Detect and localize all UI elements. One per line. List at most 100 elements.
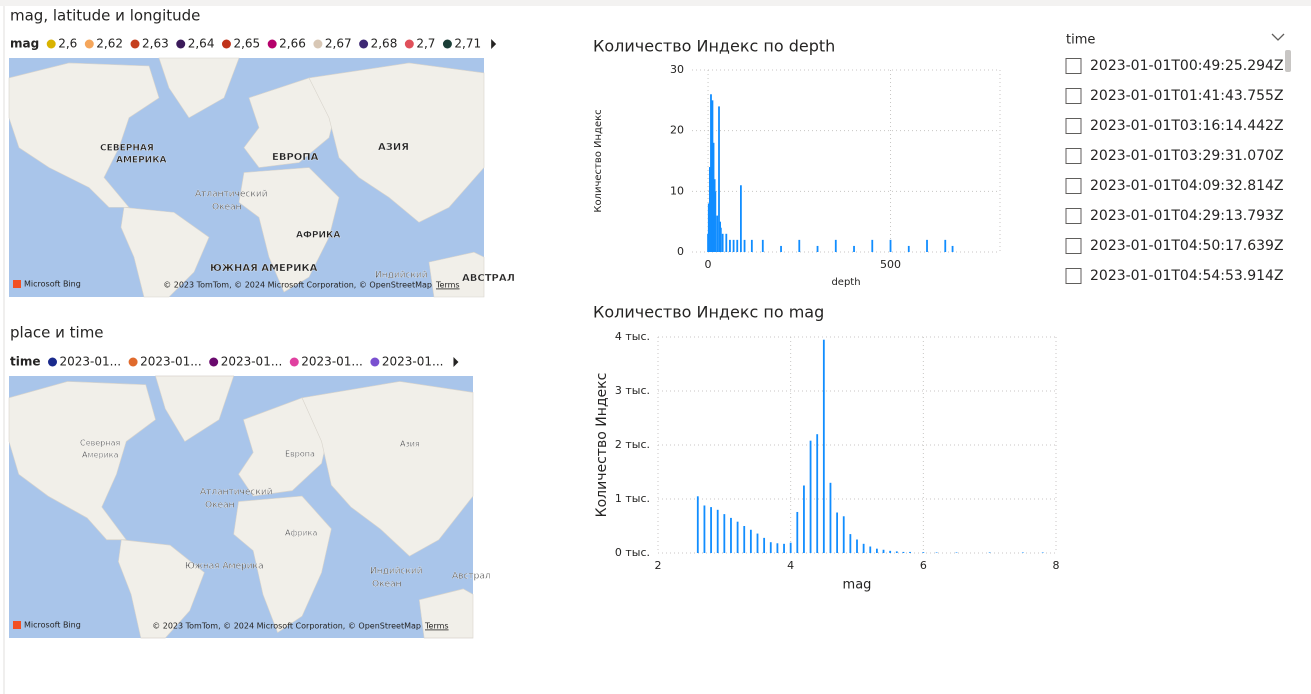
slicer-title: time	[1066, 33, 1095, 48]
slicer-checkbox[interactable]	[1065, 58, 1082, 74]
slicer-checkbox[interactable]	[1065, 88, 1082, 104]
legend-marker	[289, 357, 299, 367]
bar	[862, 543, 865, 553]
map-label: АФРИКА	[296, 231, 340, 241]
slicer-checkbox[interactable]	[1065, 178, 1082, 194]
map-attribution: © 2023 TomTom, © 2024 Microsoft Corporat…	[163, 281, 432, 290]
bar	[829, 482, 832, 553]
slicer-checkbox[interactable]	[1065, 268, 1082, 284]
bar	[743, 526, 746, 553]
map-label: Океан	[205, 501, 235, 511]
map-label: ЕВРОПА	[272, 152, 319, 163]
legend-label: 2,62	[96, 37, 123, 51]
legend-marker	[313, 39, 323, 49]
y-tick-label: 2 тыс.	[615, 438, 650, 451]
map-label: Азия	[400, 440, 420, 449]
map-label: Атлантический	[200, 488, 273, 498]
y-tick-label: 4 тыс.	[615, 330, 650, 343]
legend-marker	[209, 357, 219, 367]
top-strip	[0, 0, 1311, 6]
map-label: ЮЖНАЯ АМЕРИКА	[210, 263, 318, 274]
bar	[1041, 552, 1044, 553]
x-tick-label: 0	[705, 258, 712, 271]
slicer-checkbox[interactable]	[1065, 238, 1082, 254]
bar	[796, 511, 799, 553]
x-tick-label: 500	[880, 258, 901, 271]
bar	[712, 142, 715, 252]
map-title: mag, latitude и longitude	[10, 7, 200, 25]
legend-marker	[48, 357, 57, 367]
map-terms: Terms	[435, 281, 460, 290]
legend-scroll	[453, 357, 459, 367]
bar	[902, 551, 905, 553]
bar	[822, 339, 825, 553]
bar	[716, 509, 719, 553]
legend-title: time	[10, 355, 41, 369]
slicer-chevron	[1271, 33, 1285, 41]
bar	[882, 549, 885, 553]
slicer-item[interactable]: 2023-01-01T04:50:17.639Z	[1090, 238, 1284, 254]
bar	[749, 529, 752, 553]
bar	[853, 245, 855, 252]
legend-label: 2023-01...	[60, 355, 122, 369]
legend-title: mag	[10, 37, 39, 51]
bar	[776, 543, 779, 553]
map-label: Индийский	[370, 567, 423, 577]
legend-marker	[130, 39, 140, 49]
x-tick-label: 2	[655, 559, 662, 572]
x-axis-label: mag	[843, 578, 872, 593]
x-tick-label: 6	[920, 559, 927, 572]
bar	[729, 239, 731, 252]
y-axis-label: Количество Индекс	[594, 373, 610, 518]
slicer-item[interactable]: 2023-01-01T00:49:25.294Z	[1090, 58, 1284, 74]
bar	[740, 185, 742, 252]
bar	[714, 191, 717, 252]
map-label: Океан	[372, 580, 402, 590]
bar	[889, 239, 892, 252]
legend-label: 2,71	[454, 37, 481, 51]
y-tick-label: 10	[670, 184, 684, 197]
bar	[849, 534, 852, 553]
slicer-checkbox[interactable]	[1065, 208, 1082, 224]
map-label: Европа	[285, 450, 315, 459]
slicer-checkbox[interactable]	[1065, 148, 1082, 164]
map-label: АВСТРАЛ	[462, 273, 515, 284]
bar	[856, 539, 858, 553]
slicer-item[interactable]: 2023-01-01T01:41:43.755Z	[1090, 88, 1284, 104]
bar	[703, 505, 706, 553]
bar	[889, 550, 892, 553]
bar	[780, 245, 782, 252]
bar	[750, 239, 753, 252]
bar	[783, 543, 785, 553]
slicer-item[interactable]: 2023-01-01T04:29:13.793Z	[1090, 208, 1284, 224]
slicer-item[interactable]: 2023-01-01T04:54:53.914Z	[1090, 268, 1284, 284]
x-tick-label: 4	[787, 559, 794, 572]
bar	[719, 227, 722, 252]
bar	[842, 516, 845, 553]
bar	[761, 239, 764, 252]
map-title: place и time	[10, 324, 104, 342]
legend-scroll	[491, 39, 497, 49]
legend-label: 2,63	[142, 37, 169, 51]
bar	[696, 496, 699, 553]
bar	[756, 533, 759, 553]
bar	[798, 239, 801, 252]
slicer-checkbox[interactable]	[1065, 118, 1082, 134]
slicer-item[interactable]: 2023-01-01T03:16:14.442Z	[1090, 118, 1284, 134]
bar	[816, 434, 819, 553]
legend-marker	[442, 39, 452, 49]
bar	[1021, 552, 1024, 553]
map-background	[8, 375, 474, 639]
y-tick-label: 0 тыс.	[615, 546, 650, 559]
bar	[809, 440, 812, 553]
map-label: Южная Америка	[185, 562, 264, 572]
map-label: АМЕРИКА	[116, 156, 167, 166]
slicer-item[interactable]: 2023-01-01T04:09:32.814Z	[1090, 178, 1284, 194]
legend-label: 2,64	[188, 37, 215, 51]
bar	[721, 233, 724, 252]
y-tick-label: 3 тыс.	[615, 384, 650, 397]
bar	[876, 548, 878, 553]
legend-label: 2,6	[58, 37, 77, 51]
slicer-item[interactable]: 2023-01-01T03:29:31.070Z	[1090, 148, 1284, 164]
